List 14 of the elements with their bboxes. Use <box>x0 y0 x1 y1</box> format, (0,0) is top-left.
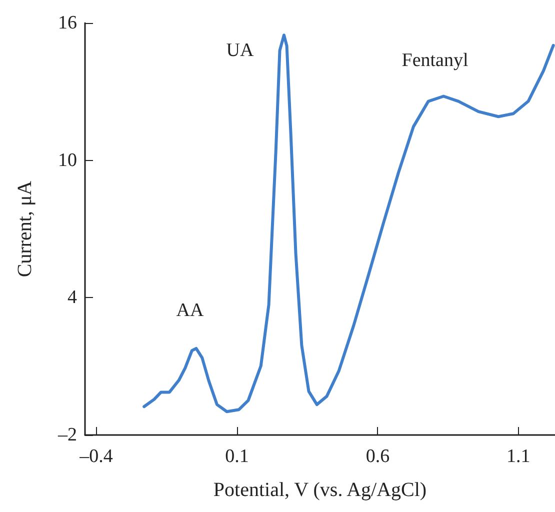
x-tick-label: –0.4 <box>78 446 114 467</box>
annotation: Fentanyl <box>402 50 468 71</box>
line-series <box>142 34 555 414</box>
y-tick-label: –2 <box>57 424 77 446</box>
y-tick-label: 16 <box>58 12 77 34</box>
x-tick-label: 0.1 <box>225 446 249 467</box>
x-axis-title: Potential, V (vs. Ag/AgCl) <box>213 479 427 501</box>
annotation: UA <box>226 40 254 61</box>
annotation: AA <box>176 300 204 321</box>
y-tick-label: 10 <box>58 150 77 171</box>
y-tick-label: 4 <box>68 287 78 308</box>
y-axis-title: Current, μA <box>14 180 36 278</box>
x-tick-label: 1.1 <box>506 446 530 467</box>
x-tick-label: 0.6 <box>366 446 390 467</box>
